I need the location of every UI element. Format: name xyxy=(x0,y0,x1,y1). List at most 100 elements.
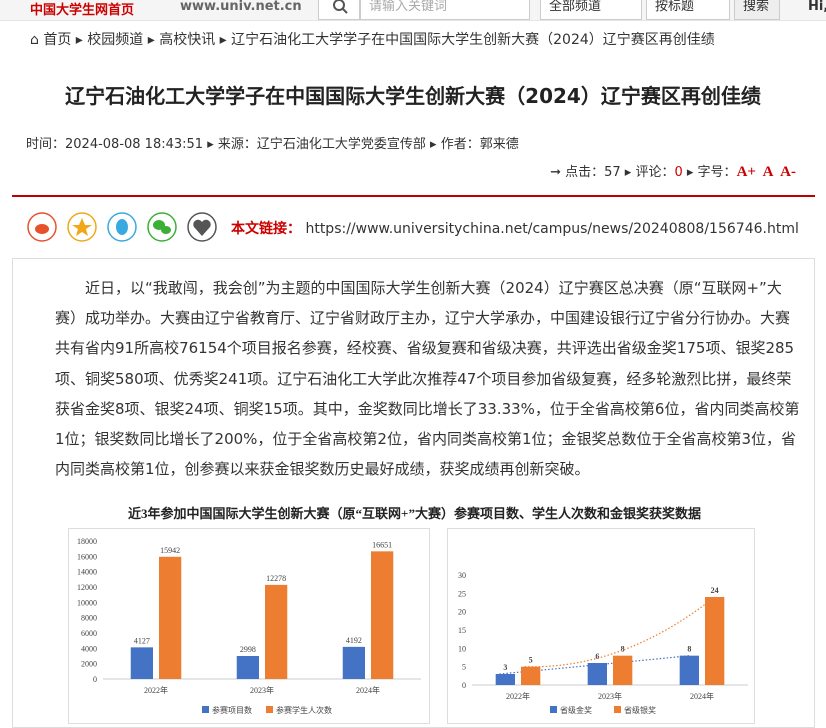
top-bar: 中国大学生网首页 www.univ.net.cn 请输入关键词 全部频道 按标题… xyxy=(0,0,826,21)
y-tick-label: 10000 xyxy=(77,598,97,607)
y-tick-label: 0 xyxy=(462,681,466,690)
font-option[interactable]: A xyxy=(762,164,774,180)
chart: 0 2000 4000 6000 8000 10000 12000 14000 16000 180… xyxy=(68,528,430,724)
y-tick-label: 18000 xyxy=(77,537,97,546)
clicks-label: 点击： xyxy=(565,165,605,180)
legend-swatch xyxy=(202,706,209,713)
font-label: 字号： xyxy=(697,165,737,180)
y-tick-label: 15 xyxy=(458,626,466,635)
link-label: 本文链接： xyxy=(231,221,301,237)
comments-label: 评论： xyxy=(635,165,675,180)
bar xyxy=(495,674,515,685)
font-option[interactable]: A- xyxy=(780,164,796,180)
share-icons xyxy=(26,211,226,247)
y-tick-label: 0 xyxy=(93,675,97,684)
link-row: 本文链接： https://www.universitychina.net/ca… xyxy=(231,218,799,238)
x-tick-label: 2023年 xyxy=(598,691,622,701)
source: 来源：辽宁石油化工大学党委宣传部 xyxy=(217,137,426,152)
search-icon[interactable] xyxy=(318,0,360,20)
crumb[interactable]: 校园频道 xyxy=(87,32,144,48)
bar xyxy=(342,646,365,679)
x-tick-label: 2022年 xyxy=(144,685,168,695)
favorite[interactable] xyxy=(187,212,217,242)
bar xyxy=(521,666,541,685)
time: 时间：2024-08-08 18:43:51 xyxy=(26,137,204,152)
value-label: 5 xyxy=(529,656,533,665)
legend-swatch xyxy=(550,706,557,713)
crumb[interactable]: 高校快讯 xyxy=(159,32,216,48)
value-label: 4127 xyxy=(134,636,150,645)
bar xyxy=(705,597,725,685)
y-tick-label: 2000 xyxy=(81,660,97,669)
author: 作者：郭来德 xyxy=(440,137,519,152)
crumb: 辽宁石油化工大学学子在中国国际大学生创新大赛（2024）辽宁赛区再创佳绩 xyxy=(231,32,715,48)
article-title: 辽宁石油化工大学学子在中国国际大学生创新大赛（2024）辽宁赛区再创佳绩 xyxy=(65,84,761,108)
y-tick-label: 14000 xyxy=(77,568,97,577)
legend-label: 参赛项目数 xyxy=(212,705,252,715)
y-tick-label: 25 xyxy=(458,589,466,598)
link[interactable]: https://www.universitychina.net/campus/n… xyxy=(305,221,799,237)
x-tick-label: 2024年 xyxy=(356,685,380,695)
bar xyxy=(587,663,607,685)
search-input[interactable]: 请输入关键词 xyxy=(360,0,530,20)
trendline xyxy=(524,596,716,668)
crumb[interactable]: 首页 xyxy=(43,32,72,48)
article-body: 近日，以“我敢闯，我会创”为主题的中国国际大学生创新大赛（2024）辽宁赛区总决… xyxy=(12,258,815,728)
stats: ➞ 点击：57 ▸ 评论：0 ▸ 字号：A+ A A- xyxy=(550,164,796,180)
domain: www.univ.net.cn xyxy=(180,0,302,14)
search-button[interactable]: 搜索 xyxy=(734,0,780,20)
x-tick-label: 2023年 xyxy=(250,685,274,695)
y-tick-label: 30 xyxy=(458,571,466,580)
home-icon: ⌂ xyxy=(30,32,44,48)
value-label: 12278 xyxy=(266,574,286,583)
breadcrumb: ⌂ 首页 ▸ 校园频道 ▸ 高校快讯 ▸ 辽宁石油化工大学学子在中国国际大学生创… xyxy=(30,32,715,48)
y-tick-label: 20 xyxy=(458,608,466,617)
clicks: 57 xyxy=(604,165,621,180)
legend-swatch xyxy=(266,706,273,713)
y-tick-label: 5 xyxy=(462,663,466,672)
value-label: 4192 xyxy=(346,636,362,645)
weibo[interactable] xyxy=(27,212,57,242)
value-label: 8 xyxy=(621,645,625,654)
bar xyxy=(679,655,699,685)
qq[interactable] xyxy=(107,212,137,242)
chart: 0 5 10 15 20 25 30 2022年 2023年 2024年 3 6 8 省级金奖 5 8 24 省级… xyxy=(447,528,755,724)
value-label: 24 xyxy=(711,586,719,595)
legend-label: 参赛学生人次数 xyxy=(276,705,332,715)
bar xyxy=(613,655,633,685)
bar xyxy=(159,556,182,679)
bar xyxy=(371,551,394,679)
x-tick-label: 2024年 xyxy=(690,691,714,701)
value-label: 8 xyxy=(687,645,691,654)
wechat[interactable] xyxy=(147,212,177,242)
font-option[interactable]: A+ xyxy=(736,164,756,180)
value-label: 16651 xyxy=(372,540,392,549)
y-tick-label: 8000 xyxy=(81,614,97,623)
bar xyxy=(130,647,153,679)
y-tick-label: 16000 xyxy=(77,552,97,561)
value-label: 2998 xyxy=(240,645,256,654)
comments: 0 xyxy=(674,165,683,180)
legend-label: 省级银奖 xyxy=(624,705,656,715)
legend-label: 省级金奖 xyxy=(560,705,592,715)
bar xyxy=(265,584,288,679)
qzone[interactable] xyxy=(67,212,97,242)
divider xyxy=(12,195,815,197)
y-tick-label: 6000 xyxy=(81,629,97,638)
value-label: 6 xyxy=(595,652,599,661)
greeting: Hi, xyxy=(808,0,826,14)
sort-select[interactable]: 按标题 xyxy=(646,0,730,20)
legend-swatch xyxy=(614,706,621,713)
y-tick-label: 4000 xyxy=(81,644,97,653)
x-tick-label: 2022年 xyxy=(506,691,530,701)
y-tick-label: 12000 xyxy=(77,583,97,592)
paragraph: 近日，以“我敢闯，我会创”为主题的中国国际大学生创新大赛（2024）辽宁赛区总决… xyxy=(55,279,800,479)
logo[interactable]: 中国大学生网首页 xyxy=(30,3,135,18)
channel-select[interactable]: 全部频道 xyxy=(540,0,642,20)
figure-title: 近3年参加中国国际大学生创新大赛（原“互联网+”大赛）参赛项目数、学生人次数和金… xyxy=(128,506,701,521)
trendline xyxy=(499,655,690,675)
value-label: 3 xyxy=(503,663,507,672)
y-tick-label: 10 xyxy=(458,644,466,653)
share-svg xyxy=(27,212,217,242)
